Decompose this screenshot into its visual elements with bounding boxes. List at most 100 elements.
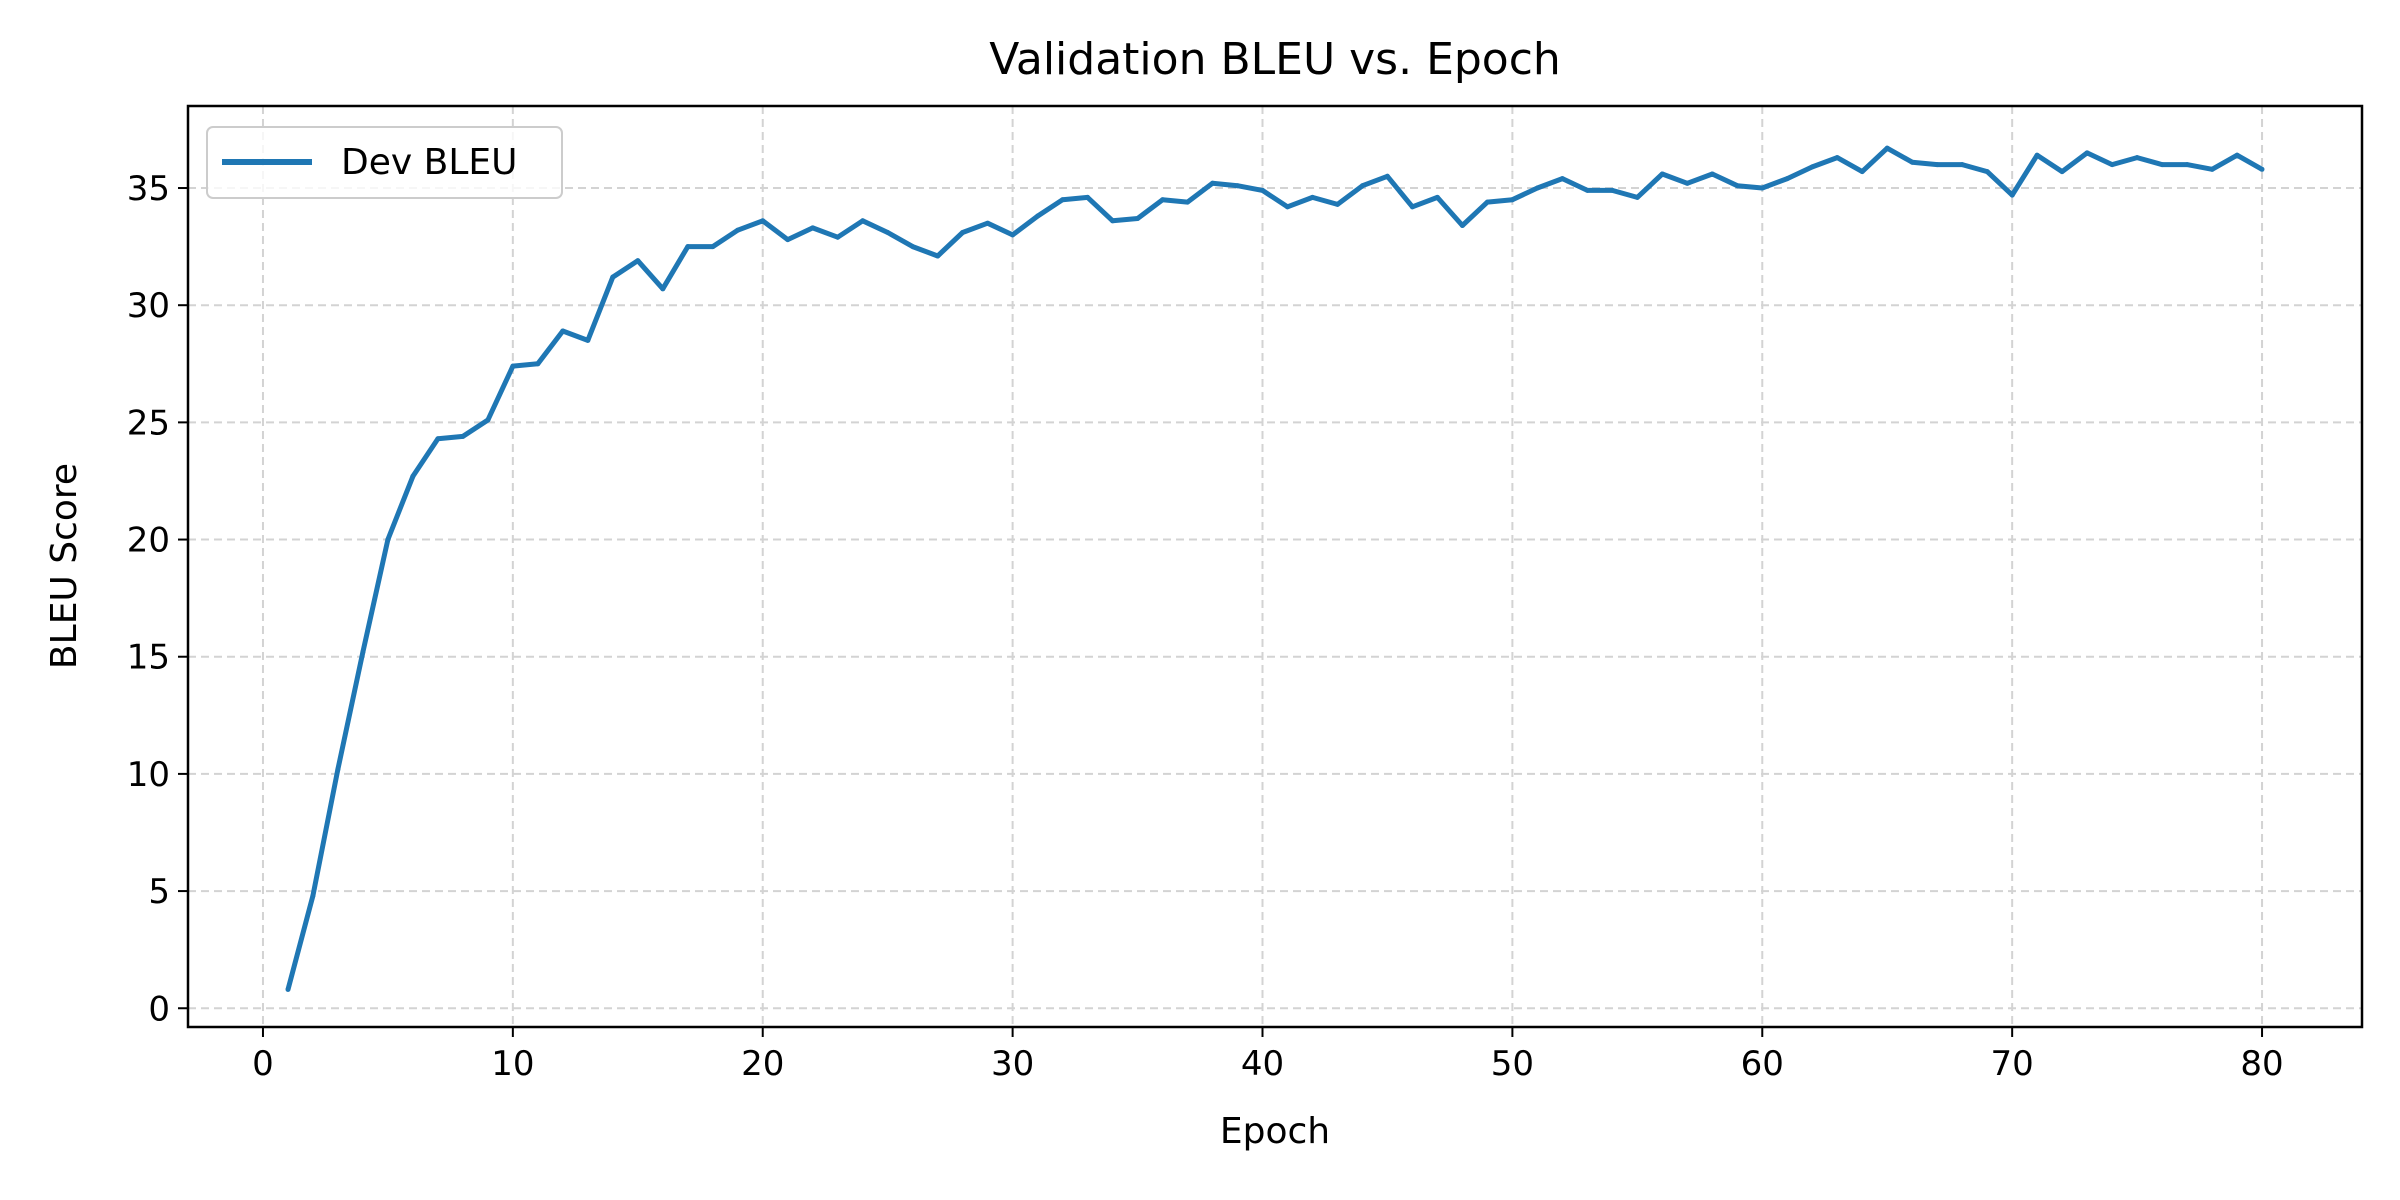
data-point: [1285, 204, 1290, 210]
data-point: [910, 244, 916, 250]
data-point: [1260, 187, 1265, 193]
data-point: [410, 473, 416, 479]
data-point: [535, 361, 541, 367]
x-axis-label: Epoch: [1220, 1111, 1330, 1152]
y-tick-label: 10: [127, 755, 170, 795]
data-point: [835, 234, 841, 240]
data-point: [2134, 155, 2140, 161]
y-tick-label: 0: [148, 989, 170, 1029]
data-point: [1759, 185, 1765, 191]
data-point: [660, 286, 666, 292]
data-point: [1360, 183, 1365, 189]
y-axis-label: BLEU Score: [44, 463, 85, 669]
data-point: [1709, 171, 1715, 177]
data-point: [1859, 169, 1865, 175]
data-point: [1909, 159, 1915, 165]
data-point: [1809, 164, 1815, 170]
legend: Dev BLEU: [206, 126, 563, 199]
x-tick-label: 0: [252, 1044, 274, 1084]
data-point: [735, 227, 741, 233]
data-point: [960, 230, 966, 235]
data-point: [785, 237, 791, 243]
data-point: [1434, 194, 1440, 200]
x-tick-label: 10: [491, 1044, 534, 1084]
data-point: [860, 218, 866, 224]
data-point: [510, 363, 516, 369]
data-point: [2084, 150, 2090, 156]
legend-label: Dev BLEU: [341, 142, 517, 183]
data-point: [1484, 199, 1490, 205]
data-point: [385, 537, 391, 542]
data-point: [1684, 180, 1690, 186]
data-point: [1010, 232, 1016, 238]
data-point: [1609, 187, 1615, 193]
data-point: [2209, 166, 2215, 172]
data-point: [310, 893, 316, 899]
data-point: [1659, 171, 1665, 177]
data-point: [1235, 183, 1240, 189]
y-tick-label: 35: [127, 169, 170, 209]
data-point: [2009, 192, 2015, 198]
data-point: [685, 244, 691, 250]
data-point: [1135, 216, 1141, 221]
data-point: [1160, 197, 1166, 203]
plot-frame: [186, 104, 2364, 1029]
data-point: [1384, 173, 1390, 179]
data-point: [1534, 185, 1540, 191]
data-point: [485, 417, 491, 423]
data-point: [335, 766, 341, 772]
data-point: [585, 337, 591, 343]
data-point: [1934, 162, 1940, 168]
x-tick-label: 40: [1241, 1044, 1284, 1084]
data-point: [2109, 162, 2115, 168]
data-point: [2184, 162, 2190, 168]
x-tick-label: 80: [2240, 1044, 2283, 1084]
data-point: [1959, 162, 1965, 168]
axis-ticks: 0 10 20 30 40 50 60 70 80 0 5 10 15 20 25 30 35: [127, 169, 2284, 1084]
data-point: [1085, 194, 1091, 200]
x-tick-label: 30: [991, 1044, 1034, 1084]
data-point: [1335, 201, 1340, 207]
grid: [188, 106, 2362, 1027]
data-point: [1634, 194, 1640, 200]
data-point: [810, 225, 816, 231]
y-tick-label: 25: [127, 403, 170, 443]
data-point: [760, 218, 766, 224]
chart-title: Validation BLEU vs. Epoch: [989, 34, 1561, 85]
data-point: [1210, 180, 1215, 186]
data-point: [1884, 145, 1890, 151]
series-layer: [285, 145, 2265, 992]
data-point: [1834, 155, 1840, 161]
y-tick-label: 20: [127, 521, 170, 561]
data-point: [1509, 197, 1515, 203]
data-point: [1310, 194, 1315, 200]
y-tick-label: 15: [127, 638, 170, 678]
data-point: [1984, 169, 1990, 175]
legend-box: [206, 126, 563, 199]
data-point: [360, 649, 366, 655]
data-point: [610, 274, 616, 280]
series-line: [285, 145, 2264, 991]
data-point: [1784, 176, 1790, 182]
data-point: [985, 220, 991, 226]
data-point: [1584, 187, 1590, 193]
data-point: [560, 328, 566, 334]
data-point: [2259, 166, 2265, 172]
data-point: [1734, 183, 1740, 189]
data-point: [2034, 152, 2040, 158]
data-point: [2059, 169, 2065, 175]
x-tick-label: 50: [1491, 1044, 1534, 1084]
data-point: [885, 230, 891, 235]
data-point: [2234, 152, 2240, 158]
data-point: [1035, 213, 1041, 219]
data-point: [2159, 162, 2165, 168]
data-point: [1459, 223, 1465, 228]
data-point: [710, 244, 716, 250]
data-point: [1060, 197, 1066, 203]
y-tick-label: 5: [148, 872, 170, 912]
data-point: [1559, 176, 1565, 182]
data-point: [935, 253, 941, 259]
data-point: [1185, 199, 1190, 205]
